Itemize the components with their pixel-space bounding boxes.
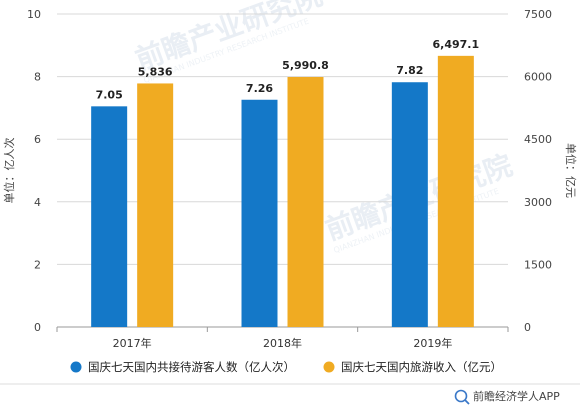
y-axis-left-label: 单位：亿人次 [2,138,16,204]
bars [91,55,474,328]
y-right-tick-label: 0 [524,321,531,334]
y-axis-right-label: 单位：亿元 [564,143,578,198]
data-label: 7.26 [246,82,273,95]
x-category-label: 2017年 [113,336,152,350]
y-left-tick-label: 4 [34,196,41,209]
bar-visitors [241,99,278,328]
y-left-tick-label: 2 [34,258,41,271]
y-left-tick-label: 8 [34,71,41,84]
y-right-tick-label: 4500 [524,133,552,146]
data-labels: 7.05 5,836 7.26 5,990.8 7.82 6,497.1 [96,38,480,101]
bar-visitors [91,106,128,328]
y-left-tick-label: 10 [27,8,41,21]
data-label: 5,836 [138,65,173,78]
gridlines [57,13,508,328]
y-right-tick-label: 6000 [524,71,552,84]
bar-revenue [287,76,324,327]
footer-text: 前瞻经济学人APP [473,389,560,403]
bar-revenue [137,83,174,327]
data-label: 6,497.1 [433,38,480,51]
legend-label: 国庆七天国内旅游收入（亿元） [341,360,502,374]
legend-marker-revenue [323,361,335,373]
footer-logo-icon [454,389,470,405]
legend: 国庆七天国内共接待游客人数（亿人次） 国庆七天国内旅游收入（亿元） [70,360,502,374]
bar-revenue [437,55,474,327]
legend-marker-visitors [70,361,82,373]
y-right-tick-label: 1500 [524,258,552,271]
y-left-tick-label: 0 [34,321,41,334]
data-label: 5,990.8 [282,59,329,72]
axes: 0 2 4 6 8 10 0 1500 3000 4500 6000 7500 2017年 2018年 20… [27,8,552,350]
y-right-tick-label: 3000 [524,196,552,209]
data-label: 7.05 [96,88,123,101]
y-left-tick-label: 6 [34,133,41,146]
data-label: 7.82 [396,64,423,77]
legend-label: 国庆七天国内共接待游客人数（亿人次） [88,360,295,374]
x-category-label: 2019年 [413,336,452,350]
x-category-label: 2018年 [263,336,302,350]
y-right-tick-label: 7500 [524,8,552,21]
bar-visitors [391,82,428,327]
